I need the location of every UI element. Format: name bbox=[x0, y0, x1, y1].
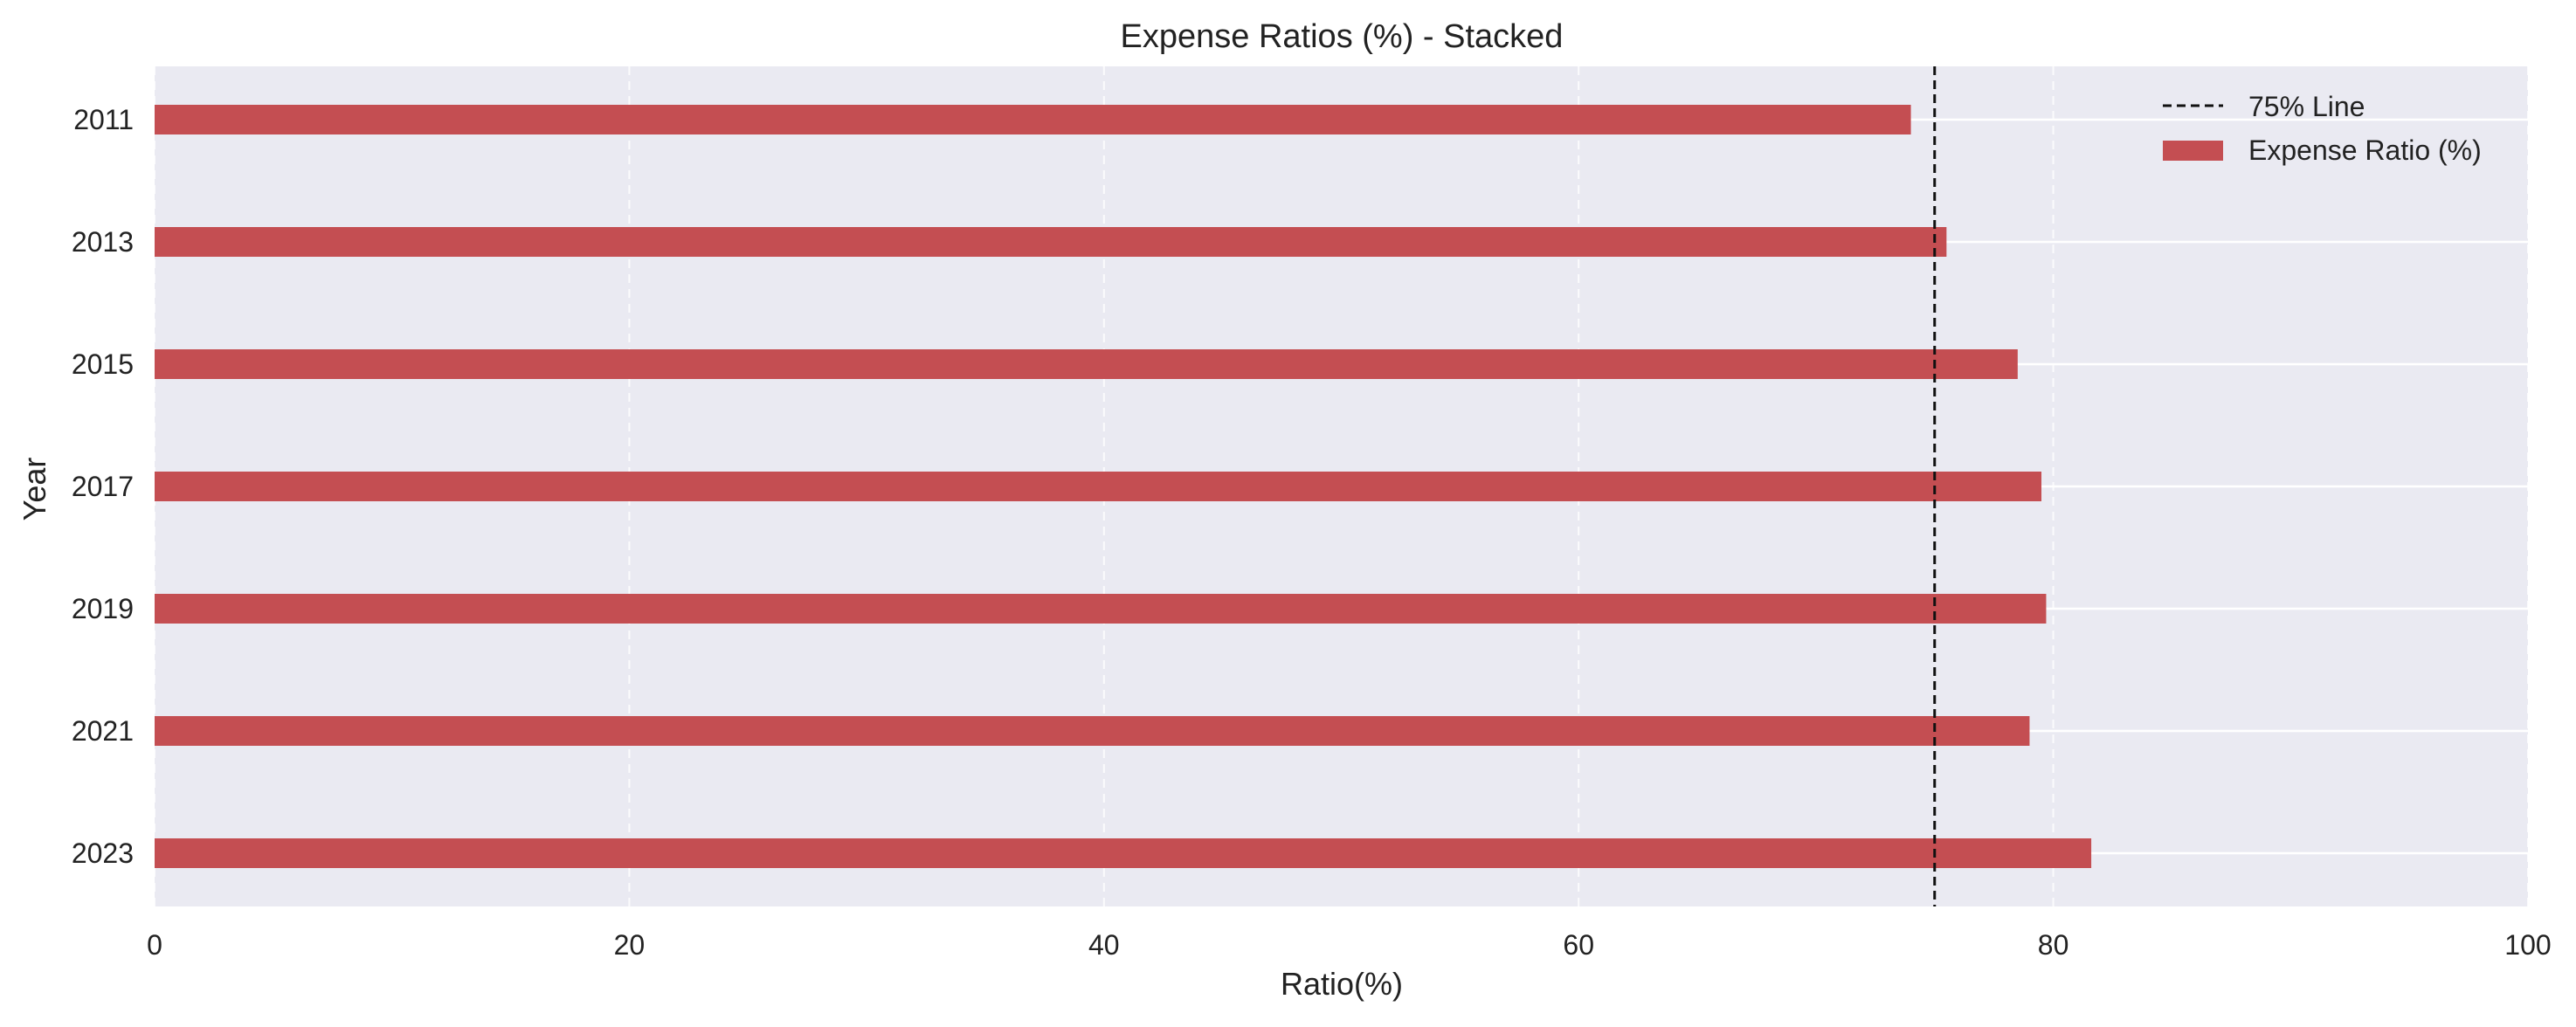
bar-2017 bbox=[155, 472, 2042, 501]
y-tick-label: 2011 bbox=[73, 104, 134, 135]
y-axis-label: Year bbox=[17, 458, 52, 521]
legend-label-expense-ratio: Expense Ratio (%) bbox=[2248, 134, 2482, 166]
bar-2013 bbox=[155, 227, 1947, 257]
y-tick-label: 2017 bbox=[72, 471, 134, 502]
legend-label-75-line: 75% Line bbox=[2248, 91, 2365, 122]
x-tick-label: 20 bbox=[614, 929, 646, 961]
x-tick-label: 80 bbox=[2038, 929, 2069, 961]
legend-bar-swatch bbox=[2163, 141, 2223, 161]
x-tick-label: 60 bbox=[1563, 929, 1594, 961]
x-tick-label: 40 bbox=[1088, 929, 1120, 961]
x-tick-label: 0 bbox=[147, 929, 162, 961]
legend: 75% Line Expense Ratio (%) bbox=[2163, 91, 2482, 166]
y-tick-label: 2013 bbox=[72, 226, 134, 258]
y-tick-label: 2023 bbox=[72, 837, 134, 869]
bar-2023 bbox=[155, 838, 2092, 868]
x-tick-label: 100 bbox=[2504, 929, 2551, 961]
bar-2021 bbox=[155, 716, 2030, 746]
x-axis-label: Ratio(%) bbox=[1281, 966, 1403, 1002]
y-tick-label: 2021 bbox=[72, 715, 134, 747]
y-axis-ticks: 2011 2013 2015 2017 2019 2021 2023 bbox=[72, 104, 134, 869]
x-axis-ticks: 0 20 40 60 80 100 bbox=[147, 929, 2552, 961]
bar-2019 bbox=[155, 594, 2047, 624]
bar-2015 bbox=[155, 349, 2018, 379]
chart-title: Expense Ratios (%) - Stacked bbox=[1121, 18, 1564, 55]
y-tick-label: 2015 bbox=[72, 348, 134, 380]
bar-2011 bbox=[155, 105, 1911, 134]
bars bbox=[155, 105, 2092, 868]
y-tick-label: 2019 bbox=[72, 593, 134, 624]
